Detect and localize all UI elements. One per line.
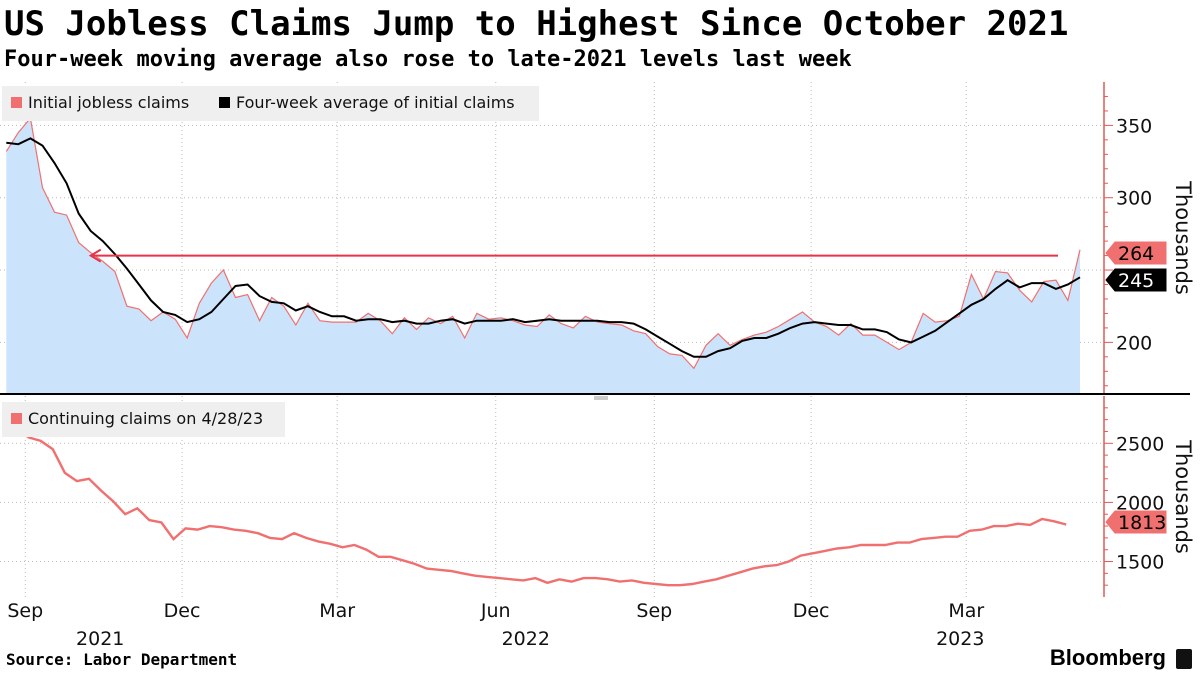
legend-label-average: Four-week average of initial claims xyxy=(236,93,515,112)
top-y-ticks: 200 300 350 xyxy=(1116,115,1152,354)
chart-subtitle: Four-week moving average also rose to la… xyxy=(4,47,852,72)
brand-terminal-icon xyxy=(1176,649,1192,669)
top-y-axis-title: Thousands xyxy=(1171,180,1195,295)
bottom-legend: Continuing claims on 4/28/23 xyxy=(2,402,285,437)
last-value-flags: 264 245 1813 xyxy=(1105,241,1167,534)
bottom-y-tick-label: 2000 xyxy=(1116,492,1164,514)
bottom-y-tick-label: 2500 xyxy=(1116,433,1164,455)
bottom-y-ticks: 1500 2000 2500 xyxy=(1116,433,1164,573)
chart-title: US Jobless Claims Jump to Highest Since … xyxy=(4,4,1069,44)
initial-claims-area xyxy=(6,118,1080,393)
flag-initial-claims: 264 xyxy=(1105,241,1167,265)
bottom-plot-area xyxy=(4,427,1067,587)
x-tick-label: Sep xyxy=(7,600,43,622)
arrow-head xyxy=(88,248,102,263)
legend-label-continuing: Continuing claims on 4/28/23 xyxy=(28,409,263,428)
x-year-label: 2022 xyxy=(502,628,550,650)
flag-four-week-average: 245 xyxy=(1105,268,1167,292)
arrow-annotation xyxy=(88,248,1058,263)
flag-continuing-claims: 1813 xyxy=(1105,510,1167,534)
legend-swatch-average xyxy=(219,97,230,108)
axes xyxy=(1103,82,1113,597)
flag-continuing-claims-text: 1813 xyxy=(1118,512,1166,534)
top-y-tick-label: 300 xyxy=(1116,188,1152,210)
x-tick-label: Jun xyxy=(480,600,511,622)
x-year-label: 2021 xyxy=(76,628,124,650)
brand-logo-text: Bloomberg xyxy=(1049,645,1166,670)
bottom-grid xyxy=(0,396,1104,597)
x-tick-label: Dec xyxy=(793,600,830,622)
bottom-legend-background xyxy=(2,402,285,437)
flag-initial-claims-text: 264 xyxy=(1118,243,1154,265)
bottom-y-axis-title: Thousands xyxy=(1171,439,1195,554)
top-y-tick-label: 350 xyxy=(1116,115,1152,137)
continuing-claims-line xyxy=(4,427,1067,587)
top-legend: Initial jobless claims Four-week average… xyxy=(2,86,539,121)
flag-four-week-average-background xyxy=(1105,268,1167,292)
bottom-y-tick-label: 1500 xyxy=(1116,552,1164,574)
flag-four-week-average-text: 245 xyxy=(1118,270,1154,292)
legend-swatch-initial xyxy=(11,97,22,108)
x-tick-label: Mar xyxy=(319,600,355,622)
x-tick-label: Mar xyxy=(948,600,984,622)
x-ticks: Sep Dec Mar Jun Sep Dec Mar 2021 2022 2023 xyxy=(7,600,984,650)
x-tick-label: Dec xyxy=(164,600,201,622)
legend-label-initial: Initial jobless claims xyxy=(28,93,189,112)
top-plot-area xyxy=(5,116,1081,393)
x-tick-label: Sep xyxy=(636,600,672,622)
top-legend-background xyxy=(2,86,539,121)
legend-swatch-continuing xyxy=(11,413,22,424)
source-note: Source: Labor Department xyxy=(6,650,238,669)
four-week-average-line xyxy=(6,137,1081,358)
top-y-tick-label: 200 xyxy=(1116,332,1152,354)
flag-continuing-claims-background xyxy=(1105,510,1167,534)
flag-initial-claims-background xyxy=(1105,241,1167,265)
x-year-label: 2023 xyxy=(936,628,984,650)
panel-divider xyxy=(0,393,1190,400)
